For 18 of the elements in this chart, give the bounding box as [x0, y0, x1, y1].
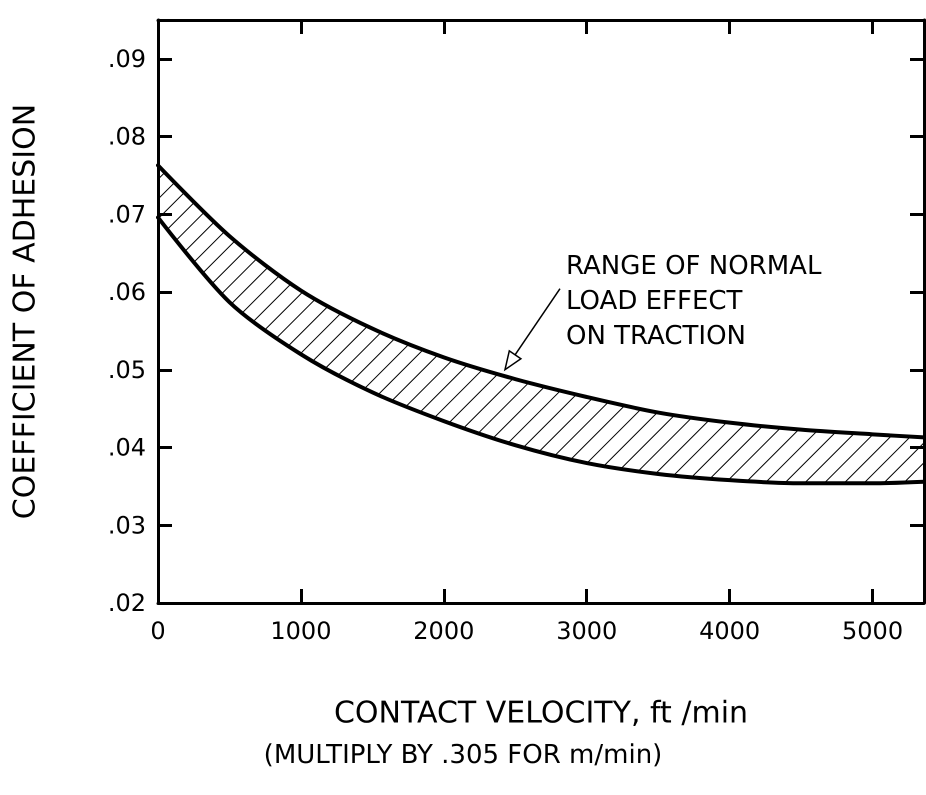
y-tick-label: .07: [108, 200, 146, 228]
x-axis-title: CONTACT VELOCITY, ft /min: [334, 696, 748, 730]
y-tick-label: .09: [108, 44, 146, 73]
x-tick-label: 3000: [556, 617, 618, 645]
y-tick-label: .04: [108, 434, 146, 462]
x-tick-label: 2000: [413, 617, 474, 645]
y-axis-title: COEFFICIENT OF ADHESION: [8, 104, 42, 520]
y-tick-label: .05: [108, 356, 146, 384]
annotation: RANGE OF NORMAL LOAD EFFECT ON TRACTION: [566, 251, 822, 352]
x-tick-label: 0: [150, 617, 166, 645]
x-tick-label: 4000: [699, 617, 760, 645]
y-tick-label: .08: [108, 122, 146, 151]
x-tick-label: 1000: [270, 617, 332, 645]
y-tick-label: .06: [108, 278, 146, 306]
y-tick-label: .02: [108, 589, 146, 617]
y-tick-label: .03: [108, 511, 146, 540]
x-tick-label: 5000: [842, 617, 904, 645]
text: (MULTIPLY BY .305 FOR m/min): [264, 740, 662, 770]
